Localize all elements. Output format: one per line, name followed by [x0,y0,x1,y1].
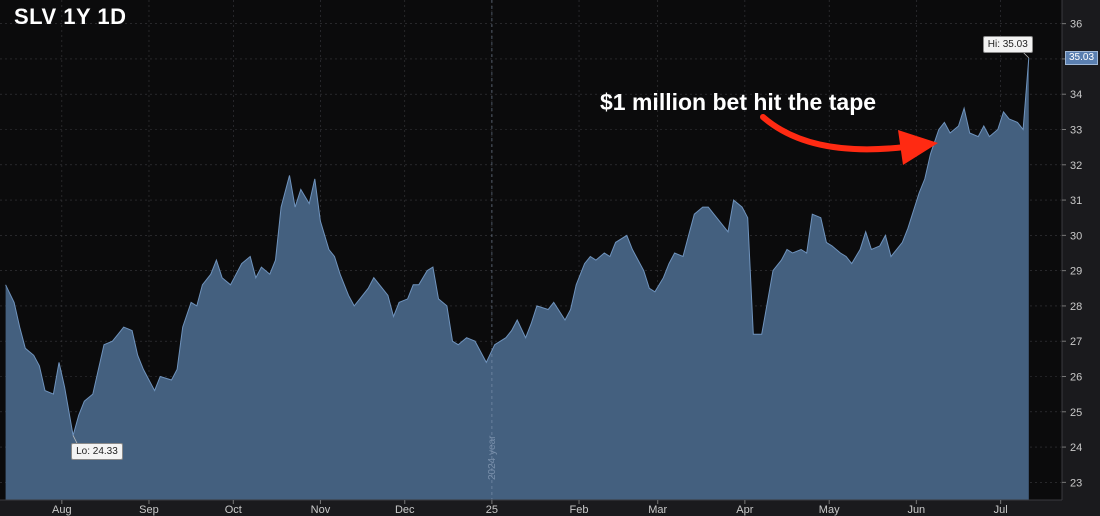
last-price-tag: 35.03 [1065,50,1099,65]
x-axis-panel [0,500,1100,516]
high-leader [1022,51,1030,59]
annotation-arrow-shaft [760,114,908,153]
annotation-layer [72,51,1030,444]
y-tick-label: 26 [1070,372,1082,384]
x-tick-label: Nov [311,504,331,516]
price-line [5,57,1030,436]
y-tick-label: 30 [1070,230,1082,242]
annotation-text: $1 million bet hit the tape [600,89,877,115]
x-tick-label: May [819,504,840,516]
y-tick-label: 36 [1070,19,1082,31]
y-tick-label: 25 [1070,407,1082,419]
x-tick-label: Aug [52,504,72,516]
year-divider-label: 2024 year [487,435,498,480]
low-callout: Lo: 24.33 [71,443,123,461]
y-tick-label: 24 [1070,442,1082,454]
y-tick-label: 28 [1070,301,1082,313]
x-tick-label: Sep [139,504,159,516]
x-tick-label: Oct [225,504,242,516]
x-tick-label: Dec [395,504,415,516]
x-tick-label: Jun [907,504,925,516]
divider-layer: 2024 year [487,0,498,500]
x-tick-label: Mar [648,504,667,516]
x-tick-label: 25 [486,504,498,516]
y-tick-label: 29 [1070,266,1082,278]
y-axis-panel [1062,0,1100,516]
y-tick-label: 31 [1070,195,1082,207]
y-tick-label: 27 [1070,336,1082,348]
high-callout: Hi: 35.03 [982,35,1033,53]
x-tick-label: Jul [994,504,1008,516]
y-tick-label: 34 [1070,89,1082,101]
y-tick-label: 32 [1070,160,1082,172]
x-tick-label: Apr [736,504,753,516]
y-tick-label: 33 [1070,125,1082,137]
annotation-arrow-head [898,130,938,165]
area-layer [5,57,1030,501]
chart-title: SLV 1Y 1D [14,4,127,29]
x-tick-label: Feb [570,504,589,516]
price-area [5,57,1029,501]
y-tick-label: 23 [1070,477,1082,489]
low-leader [72,435,78,444]
